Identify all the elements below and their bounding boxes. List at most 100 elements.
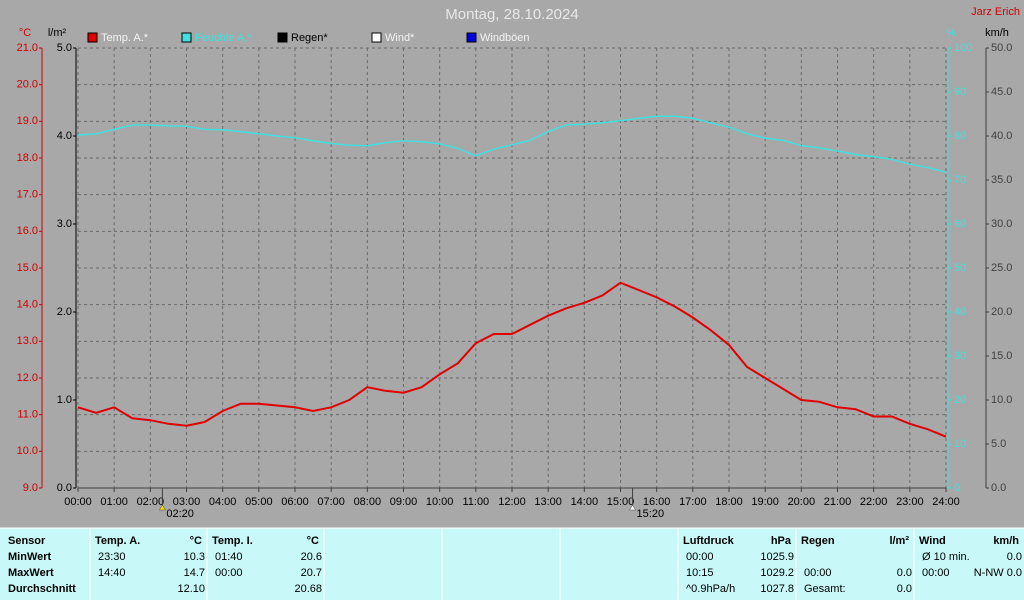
legend-swatch bbox=[466, 32, 477, 43]
cell-value: 0.0 bbox=[897, 583, 912, 595]
legend-swatch bbox=[277, 32, 288, 43]
y-tick-label: 0.0 bbox=[57, 482, 72, 494]
legend-label: Temp. A.* bbox=[101, 32, 149, 44]
legend-label: Wind* bbox=[385, 32, 415, 44]
cell-value: 14.7 bbox=[184, 567, 205, 579]
y-tick-label: 18.0 bbox=[17, 152, 38, 164]
x-tick-label: 16:00 bbox=[643, 496, 671, 508]
series-line bbox=[77, 281, 947, 438]
x-tick-label: 18:00 bbox=[715, 496, 743, 508]
x-tick-label: 04:00 bbox=[209, 496, 237, 508]
block-name: Regen bbox=[801, 535, 835, 547]
y-tick-label: 19.0 bbox=[17, 115, 38, 127]
y-tick-label: 0 bbox=[954, 482, 960, 494]
cell-value: 20.68 bbox=[294, 583, 322, 595]
cell-time: 00:00 bbox=[804, 567, 832, 579]
y-tick-label: 70 bbox=[954, 174, 966, 186]
y-tick-label: 4.0 bbox=[57, 130, 72, 142]
cell-value: 10.3 bbox=[184, 551, 205, 563]
block-unit: km/h bbox=[993, 535, 1019, 547]
cell-value: 12.10 bbox=[177, 583, 205, 595]
y-tick-label: 25.0 bbox=[991, 262, 1012, 274]
y-tick-label: 100 bbox=[954, 42, 972, 54]
x-tick-label: 02:00 bbox=[137, 496, 165, 508]
cell-time: 10:15 bbox=[686, 567, 714, 579]
row-label: Sensor bbox=[8, 535, 46, 547]
x-tick-label: 01:00 bbox=[100, 496, 128, 508]
x-tick-label: 03:00 bbox=[173, 496, 201, 508]
y-tick-label: 30.0 bbox=[991, 218, 1012, 230]
x-tick-label: 06:00 bbox=[281, 496, 309, 508]
y-tick-label: 15.0 bbox=[991, 350, 1012, 362]
x-tick-label: 09:00 bbox=[390, 496, 418, 508]
legend-swatch bbox=[371, 32, 382, 43]
y-tick-label: 5.0 bbox=[991, 438, 1006, 450]
cell-value: 1029.2 bbox=[760, 567, 794, 579]
y-tick-label: 50.0 bbox=[991, 42, 1012, 54]
y-tick-label: 21.0 bbox=[17, 42, 38, 54]
y-tick-label: 14.0 bbox=[17, 299, 38, 311]
cell-value: 1025.9 bbox=[760, 551, 794, 563]
chart-title: Montag, 28.10.2024 bbox=[445, 6, 578, 23]
y-tick-label: 15.0 bbox=[17, 262, 38, 274]
x-tick-label: 07:00 bbox=[317, 496, 345, 508]
x-tick-label: 08:00 bbox=[354, 496, 382, 508]
x-tick-label: 05:00 bbox=[245, 496, 273, 508]
cell-value: 20.6 bbox=[301, 551, 322, 563]
series-line bbox=[77, 115, 947, 173]
y-tick-label: 20.0 bbox=[991, 306, 1012, 318]
y-tick-label: 2.0 bbox=[57, 306, 72, 318]
y-tick-label: 10.0 bbox=[17, 445, 38, 457]
y-tick-label: 30 bbox=[954, 350, 966, 362]
block-unit: °C bbox=[190, 535, 202, 547]
legend-label: Regen* bbox=[291, 32, 328, 44]
x-tick-label: 24:00 bbox=[932, 496, 960, 508]
y-tick-label: 20.0 bbox=[17, 79, 38, 91]
y-tick-label: 17.0 bbox=[17, 189, 38, 201]
x-tick-label: 21:00 bbox=[824, 496, 852, 508]
y-tick-label: 60 bbox=[954, 218, 966, 230]
x-tick-label: 22:00 bbox=[860, 496, 888, 508]
block-name: Luftdruck bbox=[683, 535, 735, 547]
y-tick-label: 80 bbox=[954, 130, 966, 142]
rain-axis-unit: l/m² bbox=[48, 27, 67, 39]
legend-swatch bbox=[181, 32, 192, 43]
y-tick-label: 5.0 bbox=[57, 42, 72, 54]
cell-time: 23:30 bbox=[98, 551, 126, 563]
x-tick-label: 13:00 bbox=[534, 496, 562, 508]
y-tick-label: 20 bbox=[954, 394, 966, 406]
row-label: Durchschnitt bbox=[8, 583, 76, 595]
cell-value: 0.0 bbox=[1007, 551, 1022, 563]
cell-value: 0.0 bbox=[897, 567, 912, 579]
cell-time: Gesamt: bbox=[804, 583, 846, 595]
y3-axis-unit: km/h bbox=[985, 27, 1009, 39]
y-tick-label: 13.0 bbox=[17, 335, 38, 347]
y2-axis-unit: % bbox=[946, 27, 956, 39]
y-tick-label: 40.0 bbox=[991, 130, 1012, 142]
y-tick-label: 35.0 bbox=[991, 174, 1012, 186]
y-tick-label: 90 bbox=[954, 86, 966, 98]
x-tick-label: 19:00 bbox=[751, 496, 779, 508]
y-tick-label: 11.0 bbox=[17, 409, 38, 421]
cell-time: 14:40 bbox=[98, 567, 126, 579]
y-tick-label: 3.0 bbox=[57, 218, 72, 230]
y-tick-label: 50 bbox=[954, 262, 966, 274]
cell-value: 1027.8 bbox=[760, 583, 794, 595]
x-tick-label: 12:00 bbox=[498, 496, 526, 508]
block-name: Temp. A. bbox=[95, 535, 140, 547]
y-tick-label: 10 bbox=[954, 438, 966, 450]
block-unit: hPa bbox=[771, 535, 792, 547]
y-tick-label: 10.0 bbox=[991, 394, 1012, 406]
x-tick-label: 23:00 bbox=[896, 496, 924, 508]
x-tick-label: 15:00 bbox=[607, 496, 635, 508]
y-tick-label: 9.0 bbox=[23, 482, 38, 494]
cell-time: ^0.9hPa/h bbox=[686, 583, 735, 595]
y-tick-label: 16.0 bbox=[17, 225, 38, 237]
y-tick-label: 40 bbox=[954, 306, 966, 318]
table-bg bbox=[0, 528, 1024, 600]
x-tick-label: 17:00 bbox=[679, 496, 707, 508]
block-unit: °C bbox=[307, 535, 319, 547]
x-tick-label: 20:00 bbox=[788, 496, 816, 508]
